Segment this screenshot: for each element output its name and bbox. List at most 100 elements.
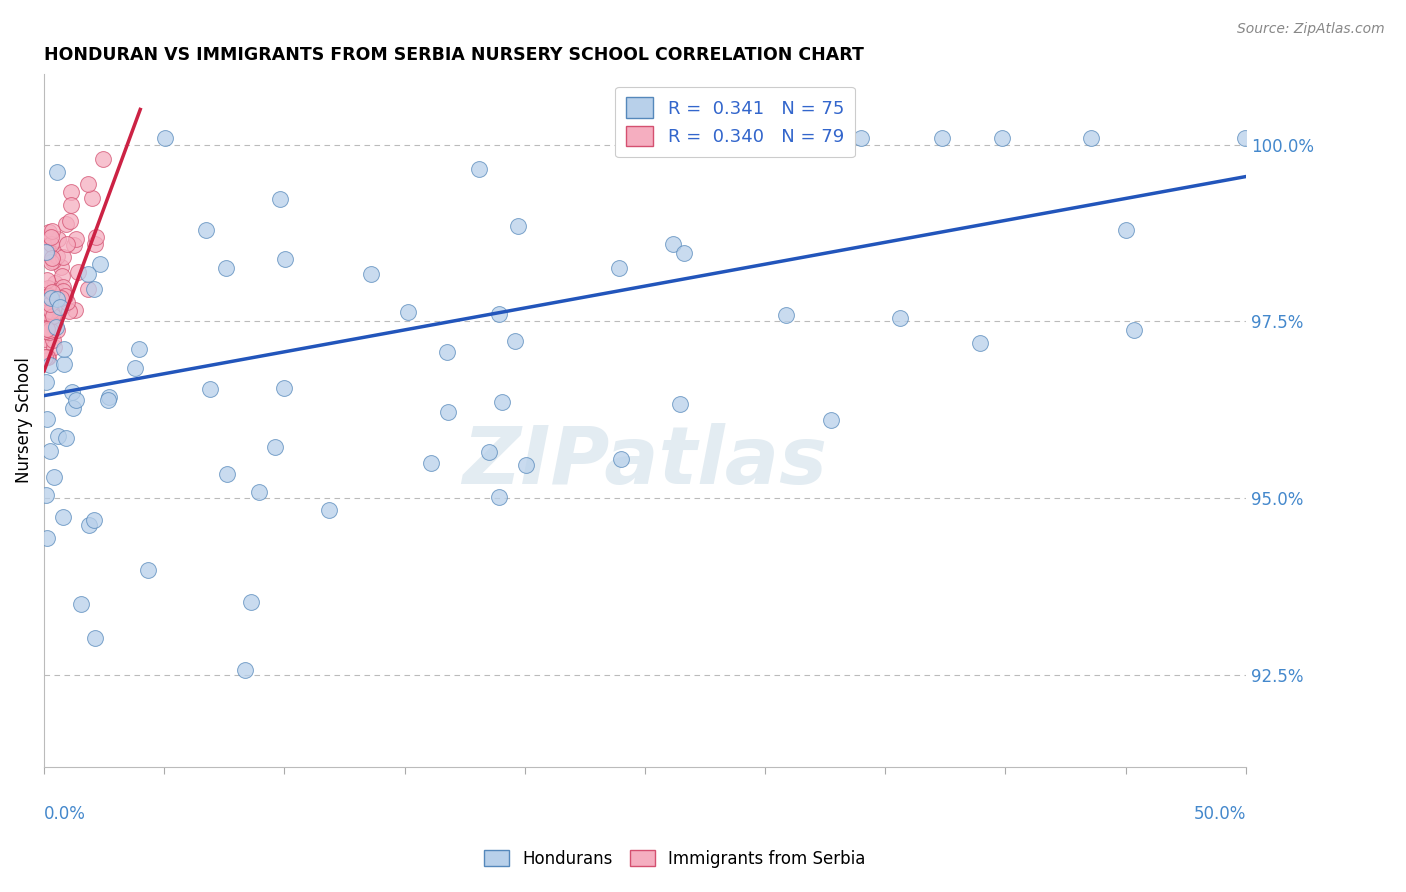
Point (77, 282, 100, 296)
Legend: R =  0.341   N = 75, R =  0.340   N = 79: R = 0.341 N = 75, R = 0.340 N = 79 (616, 87, 855, 157)
Point (124, 360, 146, 375)
Point (969, 335, 991, 350)
Point (42, 293, 65, 307)
Point (37, 350, 59, 364)
Point (136, 563, 159, 577)
Point (34, 290, 56, 304)
Point (38, 326, 60, 340)
Point (491, 394, 513, 409)
Point (70, 597, 93, 611)
Point (83, 237, 105, 252)
Point (437, 405, 460, 419)
Point (42, 291, 65, 305)
Point (41, 296, 63, 310)
Point (610, 452, 633, 467)
Point (217, 467, 239, 482)
Point (672, 246, 695, 260)
Point (63, 303, 86, 318)
Point (239, 595, 262, 609)
Point (46, 429, 69, 443)
Point (51, 268, 73, 283)
Point (83, 631, 105, 645)
Point (39, 317, 62, 331)
Point (98, 390, 121, 404)
Point (39, 255, 62, 269)
Point (35, 273, 58, 287)
Point (39, 291, 62, 305)
Point (775, 308, 797, 322)
Point (52, 250, 75, 264)
Point (35, 245, 58, 260)
Point (37, 412, 59, 426)
Point (488, 490, 510, 504)
Point (42, 470, 65, 484)
Point (62, 401, 84, 416)
Point (37, 281, 59, 295)
Point (41, 224, 63, 238)
Point (396, 305, 419, 319)
Point (45, 292, 67, 306)
Point (55, 217, 77, 231)
Point (35, 324, 58, 338)
Point (38, 297, 60, 311)
Point (42, 340, 65, 354)
Point (58, 304, 80, 318)
Point (233, 663, 256, 677)
Point (42, 318, 65, 332)
Point (77, 177, 100, 191)
Point (56, 237, 79, 252)
Point (35, 234, 58, 248)
Point (1080, 130, 1102, 145)
Text: 50.0%: 50.0% (1194, 805, 1246, 823)
Point (420, 456, 443, 470)
Point (46, 323, 69, 337)
Point (35, 322, 58, 336)
Point (39, 299, 62, 313)
Point (1115, 223, 1137, 237)
Point (59, 185, 82, 199)
Point (931, 130, 953, 145)
Point (55, 431, 77, 445)
Point (34, 300, 56, 314)
Point (200, 382, 222, 396)
Text: HONDURAN VS IMMIGRANTS FROM SERBIA NURSERY SCHOOL CORRELATION CHART: HONDURAN VS IMMIGRANTS FROM SERBIA NURSE… (44, 46, 863, 64)
Point (37, 230, 59, 244)
Point (41, 305, 63, 319)
Point (52, 285, 75, 299)
Point (56, 294, 79, 309)
Point (41, 311, 63, 326)
Text: Source: ZipAtlas.com: Source: ZipAtlas.com (1237, 22, 1385, 37)
Point (83, 282, 105, 296)
Point (60, 385, 83, 400)
Point (35, 290, 58, 304)
Point (318, 503, 340, 517)
Point (194, 223, 217, 237)
Point (52, 357, 75, 371)
Point (263, 440, 285, 454)
Point (35, 375, 58, 389)
Point (889, 311, 911, 326)
Point (155, 130, 177, 145)
Point (46, 232, 69, 246)
Point (77, 267, 100, 281)
Point (820, 413, 842, 427)
Point (607, 260, 630, 275)
Point (515, 458, 537, 473)
Point (83, 513, 105, 527)
Point (849, 130, 872, 145)
Point (42, 334, 65, 348)
Point (45, 285, 67, 299)
Point (41, 285, 63, 299)
Point (62, 237, 84, 252)
Point (34, 337, 56, 351)
Point (35, 488, 58, 502)
Point (59, 197, 82, 211)
Point (34, 299, 56, 313)
Point (35, 283, 58, 297)
Point (506, 219, 529, 234)
Point (49, 301, 72, 315)
Point (215, 261, 238, 276)
Point (89, 256, 111, 270)
Point (91, 153, 114, 167)
Point (44, 276, 66, 290)
